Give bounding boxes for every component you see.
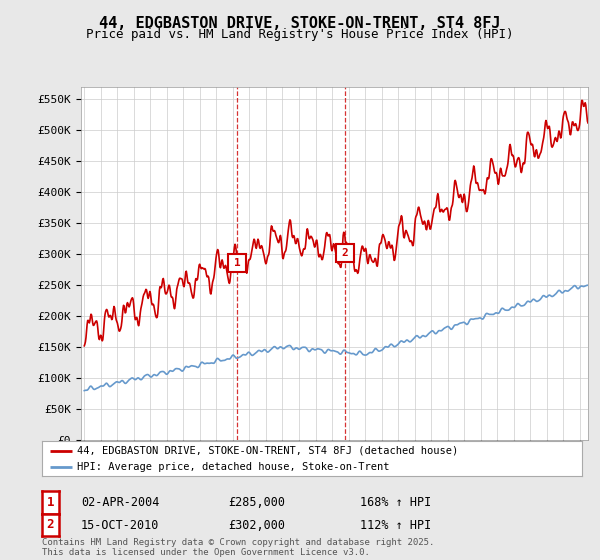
Text: £285,000: £285,000: [228, 496, 285, 510]
Text: 2: 2: [341, 248, 349, 258]
Text: Price paid vs. HM Land Registry's House Price Index (HPI): Price paid vs. HM Land Registry's House …: [86, 28, 514, 41]
Text: 168% ↑ HPI: 168% ↑ HPI: [360, 496, 431, 510]
Text: £302,000: £302,000: [228, 519, 285, 532]
Text: 44, EDGBASTON DRIVE, STOKE-ON-TRENT, ST4 8FJ: 44, EDGBASTON DRIVE, STOKE-ON-TRENT, ST4…: [99, 16, 501, 31]
Text: 112% ↑ HPI: 112% ↑ HPI: [360, 519, 431, 532]
Text: Contains HM Land Registry data © Crown copyright and database right 2025.
This d: Contains HM Land Registry data © Crown c…: [42, 538, 434, 557]
Text: 1: 1: [233, 258, 241, 268]
Text: 1: 1: [47, 496, 54, 509]
Text: HPI: Average price, detached house, Stoke-on-Trent: HPI: Average price, detached house, Stok…: [77, 462, 389, 472]
Text: 44, EDGBASTON DRIVE, STOKE-ON-TRENT, ST4 8FJ (detached house): 44, EDGBASTON DRIVE, STOKE-ON-TRENT, ST4…: [77, 446, 458, 456]
Text: 02-APR-2004: 02-APR-2004: [81, 496, 160, 510]
Text: 2: 2: [47, 518, 54, 531]
Text: 15-OCT-2010: 15-OCT-2010: [81, 519, 160, 532]
